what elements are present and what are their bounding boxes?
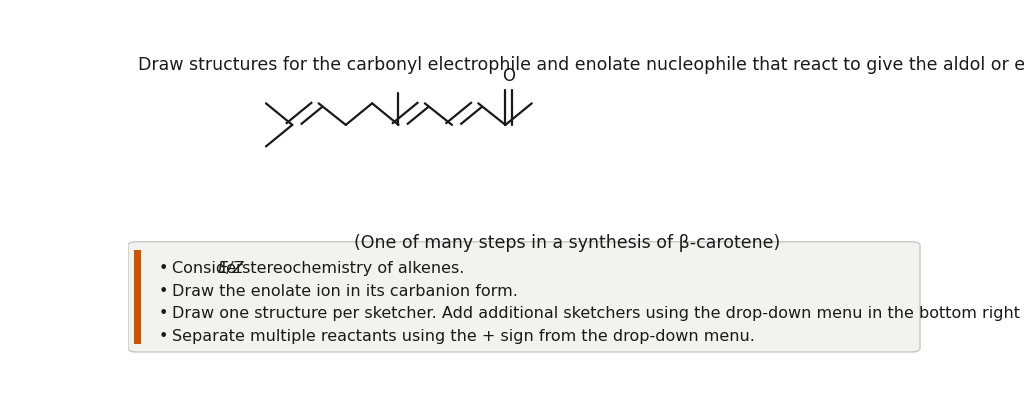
Text: Draw the enolate ion in its carbanion form.: Draw the enolate ion in its carbanion fo… (172, 284, 517, 299)
Text: •: • (158, 329, 168, 344)
Text: Draw one structure per sketcher. Add additional sketchers using the drop-down me: Draw one structure per sketcher. Add add… (172, 306, 1024, 321)
Text: Draw structures for the carbonyl electrophile and enolate nucleophile that react: Draw structures for the carbonyl electro… (137, 55, 1024, 73)
Text: (One of many steps in a synthesis of β-carotene): (One of many steps in a synthesis of β-c… (354, 234, 780, 252)
Text: Consider: Consider (172, 261, 248, 277)
Text: O: O (502, 67, 515, 85)
Text: stereochemistry of alkenes.: stereochemistry of alkenes. (237, 261, 464, 277)
Text: •: • (158, 261, 168, 277)
Text: E/Z: E/Z (218, 261, 244, 277)
FancyBboxPatch shape (128, 242, 920, 352)
Text: Separate multiple reactants using the + sign from the drop-down menu.: Separate multiple reactants using the + … (172, 329, 755, 344)
Text: •: • (158, 284, 168, 299)
Bar (134, 250, 141, 344)
Text: •: • (158, 306, 168, 321)
